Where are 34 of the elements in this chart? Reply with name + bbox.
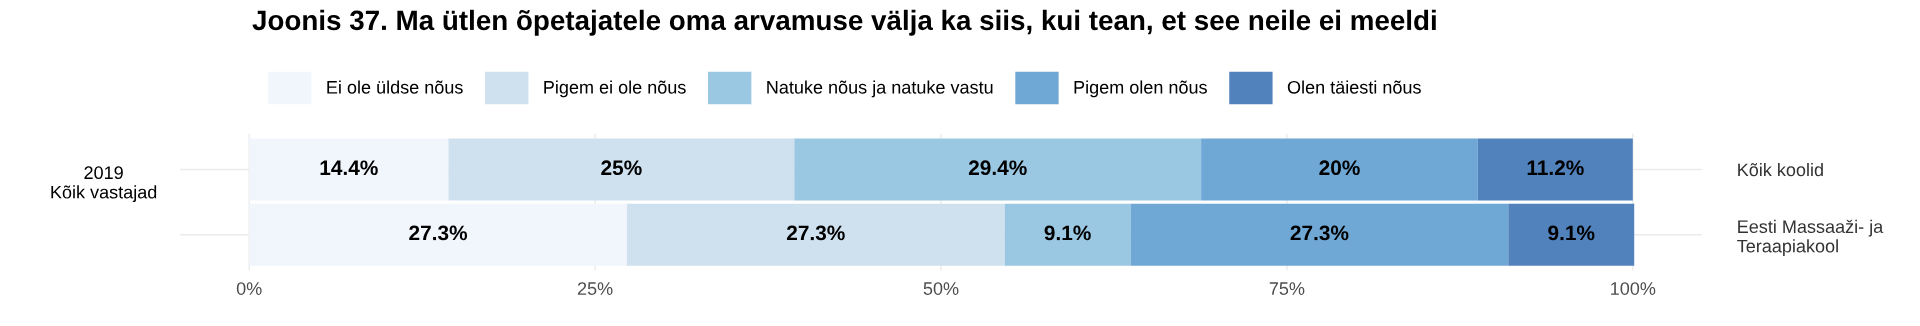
bar	[1508, 203, 1635, 266]
bar	[1130, 203, 1509, 266]
x-tick-label: 100%	[1611, 282, 1656, 295]
bar	[794, 138, 1202, 201]
data-label: 27.3%	[786, 225, 845, 241]
data-label: 20%	[1319, 160, 1360, 176]
chart-title: Joonis 37. Ma ütlen õpetajatele oma arvamuse välja ka siis, kui tean, et see neile ei meeldi	[252, 9, 1436, 36]
y-tick-label: Kõik koolid	[1738, 162, 1823, 177]
bar	[626, 203, 1005, 266]
bar	[1004, 203, 1131, 266]
bar	[1477, 138, 1633, 201]
legend-label: Pigem ei ole nõus	[544, 80, 686, 98]
legend-label: Ei ole üldse nõus	[327, 80, 463, 94]
y-tick-label: Eesti Massaaži- ja Teraapiakool	[1737, 219, 1884, 257]
x-tick-label: 0%	[236, 282, 262, 295]
legend-label: Natuke nõus ja natuke vastu	[767, 80, 993, 98]
data-label: 14.4%	[320, 160, 378, 176]
legend-label: Olen täiesti nõus	[1287, 80, 1421, 94]
legend-label: Pigem olen nõus	[1074, 80, 1207, 98]
bar	[448, 138, 795, 201]
data-label: 9.1%	[1548, 225, 1595, 241]
x-tick-label: 75%	[1269, 282, 1305, 295]
data-label: 27.3%	[1290, 225, 1349, 241]
x-tick-label: 50%	[923, 282, 959, 295]
data-label: 25%	[601, 160, 642, 176]
bar	[249, 138, 449, 201]
y-axis-title: 2019 Kõik vastajad	[51, 166, 157, 203]
data-label: 9.1%	[1044, 225, 1091, 241]
bar	[249, 203, 627, 266]
bar	[1201, 138, 1478, 201]
data-label: 27.3%	[409, 225, 468, 241]
data-label: 29.4%	[968, 160, 1027, 176]
data-label: 11.2%	[1527, 160, 1584, 176]
x-tick-label: 25%	[577, 282, 613, 295]
